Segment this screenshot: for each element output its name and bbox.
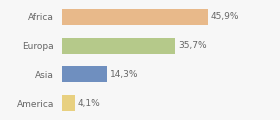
Bar — [62, 38, 175, 54]
Text: 14,3%: 14,3% — [110, 70, 138, 79]
Text: 35,7%: 35,7% — [178, 41, 207, 50]
Text: 45,9%: 45,9% — [210, 12, 239, 21]
Bar — [62, 95, 75, 111]
Bar — [62, 9, 208, 25]
Text: 4,1%: 4,1% — [77, 99, 100, 108]
Bar — [62, 66, 107, 82]
